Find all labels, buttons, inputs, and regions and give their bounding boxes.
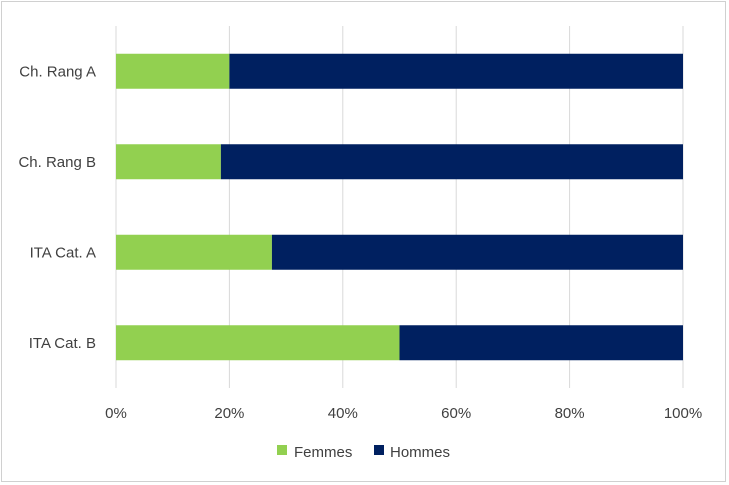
bar-hommes	[220, 144, 683, 180]
legend: Femmes Hommes	[277, 444, 450, 461]
x-tick-label: 60%	[441, 405, 471, 422]
bar-femmes	[116, 234, 272, 270]
x-tick-label: 0%	[105, 405, 127, 422]
bar-hommes	[271, 234, 683, 270]
bar-femmes	[116, 53, 230, 89]
category-label: Ch. Rang A	[19, 63, 96, 80]
x-tick-label: 100%	[664, 405, 702, 422]
legend-label-femmes: Femmes	[294, 444, 352, 461]
legend-swatch-hommes	[374, 445, 384, 455]
category-label: ITA Cat. A	[30, 244, 96, 261]
legend-label-hommes: Hommes	[390, 444, 450, 461]
bars	[116, 53, 683, 361]
legend-swatch-femmes	[277, 445, 287, 455]
x-tick-label: 80%	[555, 405, 585, 422]
x-tick-label: 40%	[328, 405, 358, 422]
x-axis-tick-labels: 0% 20% 40% 60% 80% 100%	[105, 405, 702, 422]
x-tick-label: 20%	[214, 405, 244, 422]
category-label: ITA Cat. B	[29, 335, 96, 352]
category-labels: Ch. Rang A Ch. Rang B ITA Cat. A ITA Cat. B	[18, 63, 96, 352]
category-label: Ch. Rang B	[18, 154, 96, 171]
bar-femmes	[116, 144, 221, 180]
bar-hommes	[399, 325, 683, 361]
bar-femmes	[116, 325, 400, 361]
bar-hommes	[229, 53, 683, 89]
